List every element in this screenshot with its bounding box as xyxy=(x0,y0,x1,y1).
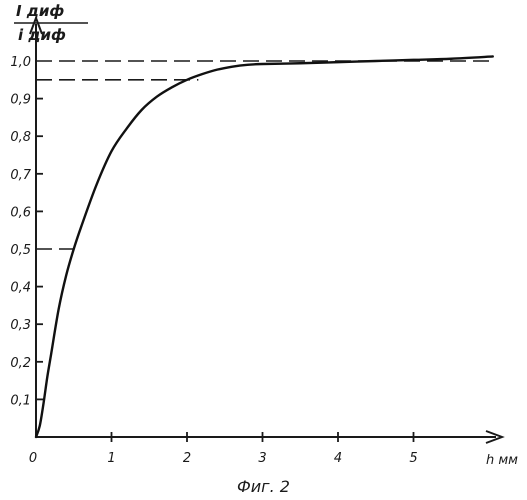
figure-caption: Фиг. 2 xyxy=(237,477,290,496)
y-axis-title-numerator: I диф xyxy=(16,2,64,20)
x-tick-label: 3 xyxy=(258,451,266,466)
y-tick-label: 0,3 xyxy=(10,318,31,333)
x-tick-label: 1 xyxy=(107,451,115,466)
y-tick-label: 0,7 xyxy=(10,168,31,183)
y-axis xyxy=(30,18,42,437)
x-axis-title: h мм xyxy=(486,453,518,468)
y-tick-label: 0,5 xyxy=(10,243,31,258)
x-axis xyxy=(36,431,502,443)
series-line xyxy=(36,56,493,437)
y-tick-label: 0,9 xyxy=(10,93,31,108)
y-tick-label: 0,2 xyxy=(10,356,31,371)
x-tick-label: 2 xyxy=(183,451,191,466)
y-axis-title-denominator: i диф xyxy=(18,26,66,44)
y-axis-title: I диф i диф xyxy=(14,2,88,44)
x-tick-label: 4 xyxy=(334,451,342,466)
y-tick-label: 0,4 xyxy=(10,281,31,296)
y-tick-label: 0,8 xyxy=(10,130,31,145)
x-tick-label: 5 xyxy=(409,451,417,466)
reference-lines xyxy=(36,61,493,249)
x-tick-label: 0 xyxy=(29,451,37,466)
y-tick-label: 0,6 xyxy=(10,205,31,220)
series-layer xyxy=(36,56,493,437)
y-ticks: 0,1 0,2 0,3 0,4 0,5 0,6 0,7 0,8 0,9 1,0 xyxy=(10,55,43,408)
y-tick-label: 1,0 xyxy=(10,55,31,70)
y-tick-label: 0,1 xyxy=(10,393,31,408)
